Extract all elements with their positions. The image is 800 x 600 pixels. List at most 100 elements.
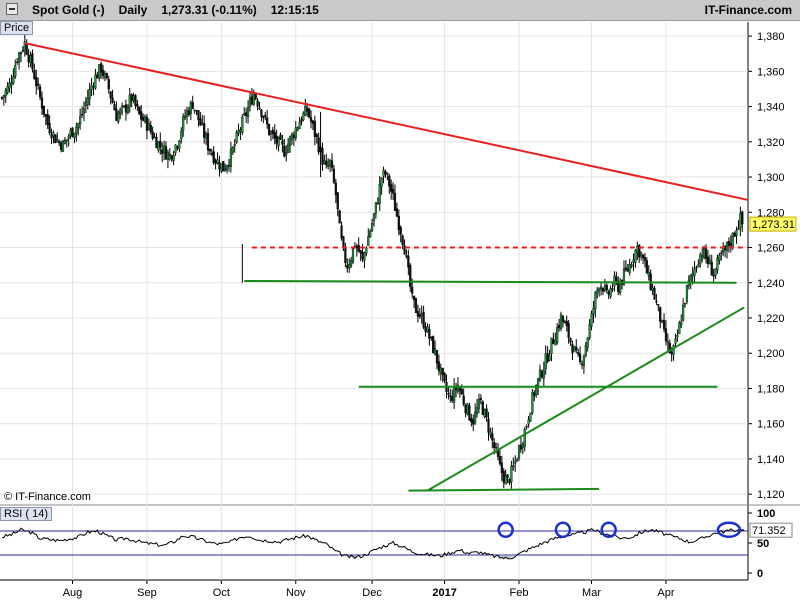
candle (79, 108, 82, 130)
candle-body (598, 288, 601, 291)
candle-body (451, 396, 454, 401)
candle-body (17, 52, 21, 63)
candle-body (109, 91, 112, 99)
candle (113, 100, 116, 111)
candle-body (739, 213, 742, 228)
candle-body (462, 395, 465, 405)
candle-body (176, 146, 179, 149)
candle-body (672, 345, 675, 355)
candle (624, 260, 627, 272)
candle (409, 263, 412, 292)
minimize-icon[interactable] (6, 3, 18, 15)
candle-body (498, 456, 502, 464)
candle-body (706, 256, 710, 264)
candle (506, 474, 509, 484)
candle (662, 313, 666, 333)
candle (351, 248, 355, 264)
time-label: 12:15:15 (270, 3, 319, 17)
candle (504, 469, 507, 485)
candle-body (182, 116, 185, 131)
candle-body (248, 98, 252, 107)
candle-body (264, 115, 267, 117)
candle (596, 286, 599, 299)
candle (401, 234, 404, 250)
candle (525, 424, 528, 430)
candle-body (359, 250, 362, 254)
rsi-y-tick-label-0: 100 (757, 508, 775, 520)
candle-body (294, 127, 297, 139)
candle (416, 304, 419, 323)
candle (2, 94, 5, 106)
candle-body (682, 304, 685, 321)
y-tick-label-7: 1,260 (757, 243, 785, 255)
candle (325, 153, 328, 169)
candle-body (6, 86, 9, 93)
candle-body (725, 242, 729, 251)
candle-body (643, 257, 647, 261)
candle (674, 333, 677, 348)
candle (350, 256, 353, 268)
trendline-4 (408, 487, 600, 492)
candle (302, 111, 305, 122)
candle-body (281, 140, 284, 145)
candle-body (134, 95, 137, 106)
candle (628, 258, 631, 276)
candle-body (699, 254, 702, 264)
candle (479, 394, 482, 405)
candle (40, 91, 44, 115)
candle (231, 146, 234, 156)
candle-body (218, 162, 221, 170)
candle (682, 298, 685, 322)
candle (285, 145, 288, 162)
candle-body (19, 52, 23, 55)
candle-body (54, 134, 57, 144)
candle (418, 307, 421, 319)
candle-body (592, 307, 595, 315)
candle-body (514, 461, 517, 464)
candle (14, 59, 17, 79)
candle-body (147, 123, 150, 131)
candle (338, 209, 341, 224)
candle-body (325, 160, 328, 166)
candle-body (390, 184, 393, 192)
candle-body (479, 398, 482, 400)
candle-body (250, 96, 253, 105)
candle-body (267, 123, 271, 135)
candle-body (212, 151, 215, 164)
candle-body (405, 255, 408, 258)
candle (725, 241, 729, 259)
candle (267, 123, 271, 136)
candle (582, 354, 585, 374)
candle-body (79, 116, 82, 125)
candle-body (262, 115, 265, 119)
candle (61, 139, 65, 152)
candle (174, 144, 177, 156)
candle-body (491, 433, 494, 441)
y-tick-label-1: 1,140 (757, 454, 785, 466)
rsi-highlight-circle-2 (600, 521, 617, 539)
candle (256, 98, 259, 111)
candle-body (441, 367, 444, 375)
brand-label: IT-Finance.com (704, 3, 792, 17)
candle-body (254, 94, 257, 100)
candle (737, 220, 740, 231)
candle (609, 285, 612, 299)
candle-body (653, 287, 656, 300)
candle-body (704, 247, 708, 259)
candle (183, 108, 187, 121)
candle-body (222, 161, 225, 172)
rsi-highlight-circle-1 (554, 521, 572, 539)
candle (86, 89, 89, 110)
candle-body (300, 119, 303, 123)
candle (336, 192, 339, 217)
candle-body (128, 94, 131, 107)
candle-body (105, 73, 108, 79)
candle (594, 291, 597, 318)
candle-body (153, 136, 156, 139)
price-plot-area (0, 22, 748, 503)
candle-body (401, 235, 404, 245)
candle (203, 115, 206, 144)
candle-body (487, 418, 490, 433)
candle (510, 460, 513, 489)
rsi-line (1, 527, 745, 560)
